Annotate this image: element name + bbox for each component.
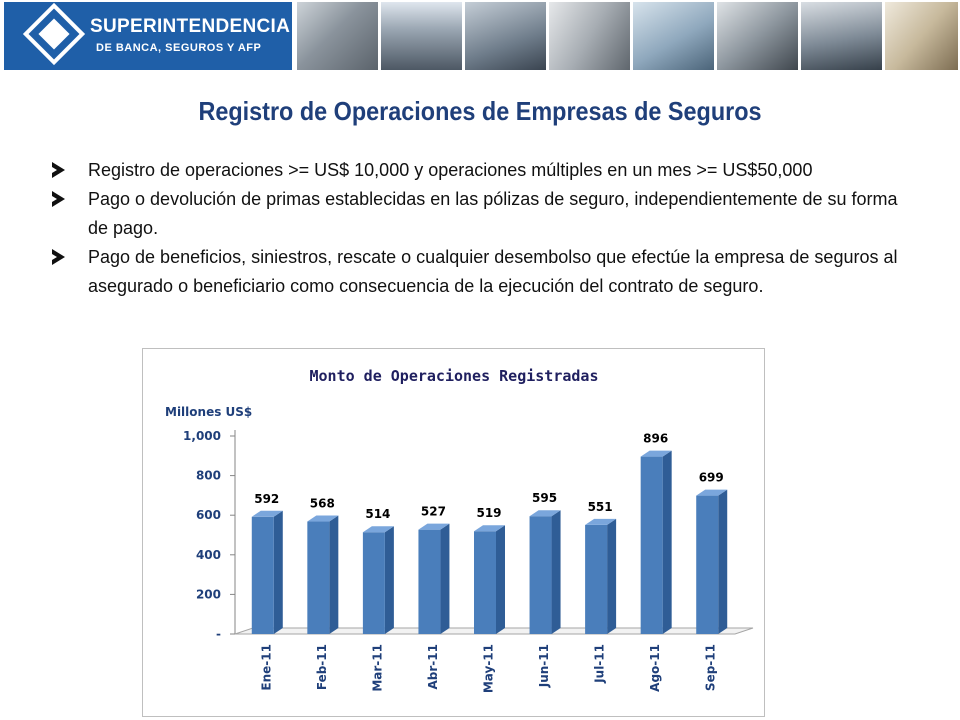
- banner-photo-card: [297, 2, 378, 70]
- data-label: 592: [254, 492, 279, 506]
- bullet-item: Pago o devolución de primas establecidas…: [52, 185, 912, 243]
- banner-photo-laptop: [549, 2, 630, 70]
- banner-photo-signing: [885, 2, 958, 70]
- page-title: Registro de Operaciones de Empresas de S…: [198, 96, 762, 126]
- bar: [474, 525, 505, 634]
- bar-front: [251, 516, 274, 634]
- data-label: 568: [310, 497, 335, 511]
- bar-top: [307, 515, 339, 522]
- data-label: 514: [365, 507, 390, 521]
- bar-side: [607, 518, 617, 634]
- chart-labels: 592 Ene-11 568 Feb-11 514 Mar-11 527 Abr-11 519 M…: [254, 432, 724, 694]
- x-tick-label: Ene-11: [259, 644, 273, 691]
- bar: [529, 510, 561, 634]
- bar-front: [696, 495, 719, 634]
- banner-photo-handshake: [801, 2, 882, 70]
- bullet-text: Pago de beneficios, siniestros, rescate …: [88, 247, 898, 296]
- bar-front: [418, 529, 441, 634]
- arrow-bullet-icon: [52, 191, 65, 207]
- bar-top: [474, 525, 505, 532]
- bar: [307, 515, 339, 634]
- bar-side: [551, 510, 561, 634]
- x-tick-label: Ago-11: [648, 644, 662, 692]
- bar-side: [718, 489, 728, 634]
- banner-photo-money: [633, 2, 714, 70]
- chart-title: Monto de Operaciones Registradas: [310, 367, 599, 385]
- arrow-bullet-icon: [52, 162, 65, 178]
- bar-side: [273, 510, 283, 634]
- data-label: 551: [588, 500, 613, 514]
- banner-photo-terminal: [717, 2, 798, 70]
- bar-top: [640, 450, 672, 457]
- x-tick-label: Jun-11: [537, 644, 551, 688]
- banner-photo-building: [381, 2, 462, 70]
- bullet-item: Registro de operaciones >= US$ 10,000 y …: [52, 156, 912, 185]
- header-banner: SUPERINTENDENCIA DE BANCA, SEGUROS Y AFP: [0, 0, 960, 74]
- bar-side: [496, 525, 505, 634]
- bar-front: [474, 531, 496, 634]
- bullet-text: Registro de operaciones >= US$ 10,000 y …: [88, 160, 813, 180]
- y-tick-label: 400: [196, 548, 221, 562]
- bar-front: [529, 516, 552, 634]
- x-tick-label: Abr-11: [426, 644, 440, 689]
- x-tick-label: Feb-11: [315, 644, 329, 690]
- data-label: 527: [421, 505, 446, 519]
- x-tick-label: May-11: [482, 644, 496, 693]
- arrow-bullet-icon: [52, 249, 65, 265]
- data-label: 595: [532, 491, 557, 505]
- bar-top: [251, 510, 283, 517]
- data-label: 896: [643, 432, 668, 446]
- logo-subtitle: DE BANCA, SEGUROS Y AFP: [96, 42, 262, 54]
- y-tick-label: 800: [196, 469, 221, 483]
- y-tick-label: 1,000: [183, 429, 221, 443]
- bar: [418, 523, 450, 634]
- bar: [696, 489, 728, 634]
- data-label: 519: [476, 506, 501, 520]
- bar-front: [307, 521, 330, 634]
- y-tick-label: 200: [196, 587, 221, 601]
- bullet-item: Pago de beneficios, siniestros, rescate …: [52, 243, 912, 301]
- bar-front: [640, 456, 663, 634]
- bar-chart: Monto de Operaciones Registradas Millone…: [165, 367, 754, 694]
- chart-frame: Monto de Operaciones Registradas Millone…: [142, 348, 765, 717]
- bar: [640, 450, 672, 634]
- bar-front: [585, 524, 608, 634]
- bar-side: [440, 523, 450, 634]
- x-tick-label: Jul-11: [593, 644, 607, 684]
- bar: [251, 510, 283, 634]
- logo-title: SUPERINTENDENCIA: [90, 16, 291, 37]
- bar-side: [329, 515, 339, 634]
- bar: [585, 518, 617, 634]
- bar-top: [529, 510, 561, 517]
- y-axis-label: Millones US$: [165, 405, 252, 419]
- bar-top: [696, 489, 728, 496]
- bar-top: [362, 526, 394, 533]
- bar: [362, 526, 394, 634]
- banner-photo-keyboard: [465, 2, 546, 70]
- bar-side: [384, 526, 394, 634]
- data-label: 699: [699, 471, 724, 485]
- sbs-logo: SUPERINTENDENCIA DE BANCA, SEGUROS Y AFP: [4, 2, 292, 70]
- chart-bars: [251, 450, 728, 634]
- x-tick-label: Mar-11: [370, 644, 384, 692]
- bar-top: [585, 518, 617, 525]
- y-tick-label: -: [216, 627, 221, 641]
- bar-side: [662, 450, 672, 634]
- x-tick-label: Sep-11: [704, 644, 718, 691]
- bullet-list: Registro de operaciones >= US$ 10,000 y …: [52, 156, 912, 301]
- bar-front: [362, 532, 385, 634]
- bullet-text: Pago o devolución de primas establecidas…: [88, 189, 898, 238]
- bar-top: [418, 523, 450, 530]
- y-tick-label: 600: [196, 508, 221, 522]
